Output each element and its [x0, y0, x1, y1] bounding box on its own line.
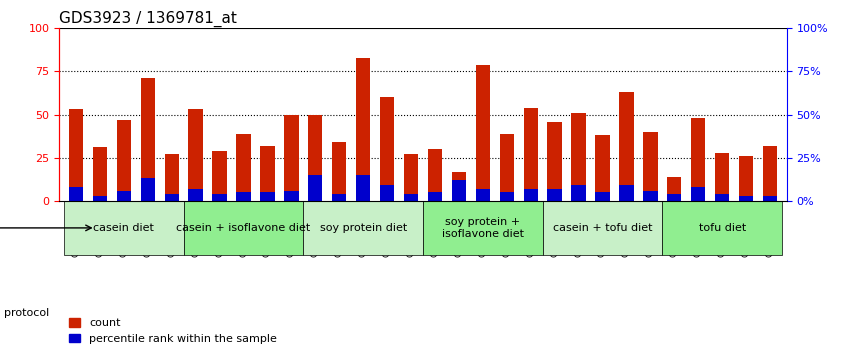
Bar [643, 132, 657, 201]
Bar [428, 192, 442, 201]
Bar [236, 133, 250, 201]
Bar [236, 192, 250, 201]
Bar [691, 187, 706, 201]
FancyBboxPatch shape [423, 201, 542, 255]
Text: GDS3923 / 1369781_at: GDS3923 / 1369781_at [59, 11, 237, 27]
Bar [667, 194, 682, 201]
Legend: count, percentile rank within the sample: count, percentile rank within the sample [65, 314, 282, 348]
Bar [500, 133, 514, 201]
Bar [500, 192, 514, 201]
Bar [452, 180, 466, 201]
FancyBboxPatch shape [64, 201, 184, 255]
Bar [164, 154, 179, 201]
Bar [117, 120, 131, 201]
Bar [69, 109, 83, 201]
FancyBboxPatch shape [304, 201, 423, 255]
Text: soy protein diet: soy protein diet [320, 223, 407, 233]
Text: protocol: protocol [4, 308, 49, 318]
Bar [261, 192, 275, 201]
Bar [284, 190, 299, 201]
Bar [524, 108, 538, 201]
Bar [475, 189, 490, 201]
Bar [356, 58, 371, 201]
Bar [763, 146, 777, 201]
Bar [739, 156, 753, 201]
Bar [404, 194, 418, 201]
Bar [189, 189, 203, 201]
Bar [93, 196, 107, 201]
Bar [715, 194, 729, 201]
Bar [596, 135, 610, 201]
Bar [212, 151, 227, 201]
Bar [475, 64, 490, 201]
Bar [643, 190, 657, 201]
Bar [261, 146, 275, 201]
Bar [547, 189, 562, 201]
Bar [164, 194, 179, 201]
Bar [332, 142, 346, 201]
Text: tofu diet: tofu diet [699, 223, 746, 233]
Bar [380, 185, 394, 201]
Bar [404, 154, 418, 201]
Bar [428, 149, 442, 201]
Bar [739, 196, 753, 201]
Bar [284, 115, 299, 201]
Text: soy protein +
isoflavone diet: soy protein + isoflavone diet [442, 217, 524, 239]
Text: casein + tofu diet: casein + tofu diet [552, 223, 652, 233]
FancyBboxPatch shape [184, 201, 304, 255]
Bar [596, 192, 610, 201]
Bar [691, 118, 706, 201]
Bar [117, 190, 131, 201]
Bar [212, 194, 227, 201]
Bar [524, 189, 538, 201]
Bar [571, 113, 585, 201]
Bar [308, 115, 322, 201]
Bar [308, 175, 322, 201]
Bar [667, 177, 682, 201]
Bar [619, 92, 634, 201]
Bar [332, 194, 346, 201]
Bar [763, 196, 777, 201]
Bar [571, 185, 585, 201]
Bar [140, 78, 155, 201]
Bar [356, 175, 371, 201]
Bar [93, 147, 107, 201]
Bar [547, 121, 562, 201]
Bar [452, 172, 466, 201]
Bar [619, 185, 634, 201]
Bar [140, 178, 155, 201]
FancyBboxPatch shape [662, 201, 782, 255]
Bar [380, 97, 394, 201]
Bar [189, 109, 203, 201]
Bar [69, 187, 83, 201]
Text: casein + isoflavone diet: casein + isoflavone diet [176, 223, 310, 233]
Text: casein diet: casein diet [93, 223, 154, 233]
FancyBboxPatch shape [542, 201, 662, 255]
Bar [715, 153, 729, 201]
